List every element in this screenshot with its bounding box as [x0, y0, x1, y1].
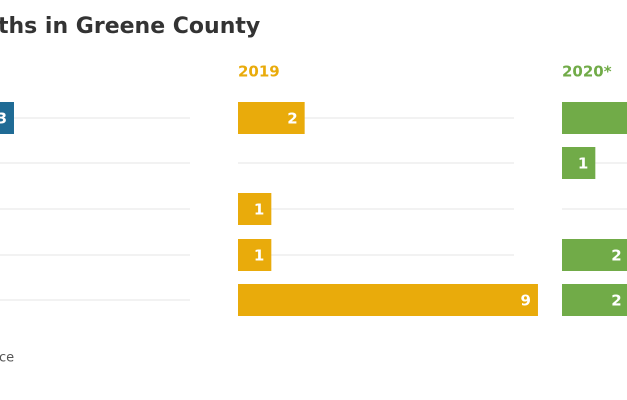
panel-header: 2020* — [562, 63, 612, 81]
panel-header: 2019 — [238, 63, 280, 81]
value-label: 2 — [611, 247, 621, 265]
value-label: 1 — [254, 201, 264, 219]
value-label: 1 — [578, 155, 588, 173]
value-label: 2 — [287, 110, 297, 128]
bar — [562, 284, 627, 316]
bar — [238, 193, 272, 225]
value-label: 9 — [521, 292, 531, 310]
chart-title: ths in Greene County — [0, 14, 260, 39]
value-label: 3 — [0, 110, 7, 128]
bar — [238, 239, 272, 271]
bar — [238, 102, 305, 134]
bar — [0, 102, 14, 134]
bar — [562, 102, 627, 134]
bar — [562, 239, 627, 271]
bar — [562, 147, 596, 179]
value-label: 1 — [254, 247, 264, 265]
footer: ce — [0, 351, 14, 366]
bar — [238, 284, 538, 316]
value-label: 2 — [611, 292, 621, 310]
